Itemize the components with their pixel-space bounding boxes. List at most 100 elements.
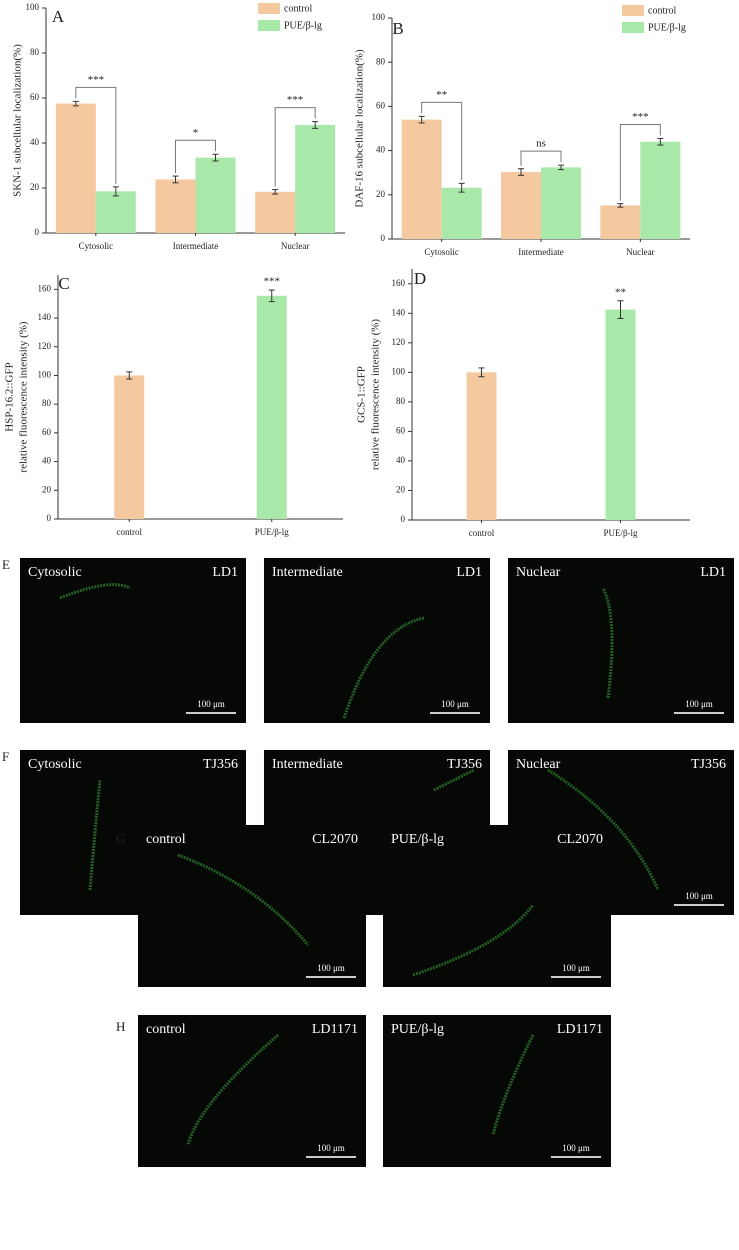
x-tick-label: Nuclear (281, 241, 309, 251)
y-tick-label: 60 (42, 427, 52, 437)
scale-bar-label: 100 μm (562, 1143, 590, 1153)
bar (605, 309, 636, 520)
scale-bar-label: 100 μm (197, 699, 225, 709)
significance-label: * (193, 127, 199, 139)
condition-label: Intermediate (272, 565, 343, 580)
y-tick-label: 160 (392, 278, 406, 288)
y-tick-label: 120 (392, 337, 406, 347)
scale-bar-label: 100 μm (562, 963, 590, 973)
worm (433, 768, 475, 792)
strain-label: CL2070 (557, 832, 603, 847)
strain-label: LD1 (456, 565, 482, 580)
y-tick-label: 80 (42, 398, 52, 408)
y-axis-label: SKN-1 subcellular localization(%) (12, 44, 24, 197)
bar (155, 179, 196, 233)
legend-swatch (258, 20, 280, 31)
y-tick-label: 100 (392, 366, 406, 376)
y-tick-label: 120 (38, 341, 52, 351)
y-tick-label: 20 (30, 182, 40, 192)
significance-label: ** (436, 89, 447, 101)
x-tick-label: control (469, 528, 495, 538)
bar (95, 191, 136, 233)
error-bar (172, 175, 179, 184)
strain-label: TJ356 (447, 757, 482, 772)
legend-swatch (622, 22, 644, 33)
micrograph: control CL2070 100 μm (138, 825, 366, 987)
y-axis-label: relative fluorescence intensity (%) (370, 319, 382, 471)
error-bar (518, 168, 524, 176)
y-tick-label: 60 (376, 100, 386, 110)
condition-label: Nuclear (516, 757, 561, 772)
panel-letter: G (116, 831, 125, 846)
y-tick-label: 0 (35, 227, 40, 237)
y-tick-label: 0 (401, 514, 406, 524)
strain-label: LD1 (700, 565, 726, 580)
y-tick-label: 40 (42, 456, 52, 466)
condition-label: PUE/β-lg (391, 1022, 444, 1037)
x-tick-label: PUE/β-lg (255, 527, 290, 537)
worm (601, 587, 614, 699)
micrograph: control LD1171 100 μm (138, 1015, 366, 1167)
bar (501, 172, 541, 239)
bar (541, 167, 581, 239)
bar (600, 205, 641, 239)
micrograph: PUE/β-lg LD1171 100 μm (383, 1015, 611, 1167)
worm (342, 616, 425, 719)
x-tick-label: Nuclear (626, 247, 654, 257)
significance-bracket (619, 123, 661, 201)
x-tick-label: Cytosolic (424, 247, 459, 257)
micrograph-background (383, 825, 611, 987)
y-tick-label: 60 (396, 425, 406, 435)
significance-bracket (274, 107, 316, 187)
x-tick-label: Intermediate (518, 247, 563, 257)
x-tick-label: Intermediate (173, 241, 218, 251)
legend-label: control (284, 3, 313, 14)
bar (255, 191, 296, 233)
micrograph: Intermediate LD1 100 μm (264, 558, 490, 723)
error-bar (268, 289, 275, 303)
x-tick-label: control (117, 527, 143, 537)
scale-bar-label: 100 μm (317, 963, 345, 973)
legend-label: PUE/β-lg (284, 20, 322, 31)
error-bar (312, 121, 319, 129)
y-tick-label: 40 (30, 137, 40, 147)
micrograph-background (264, 558, 490, 723)
bar (401, 119, 442, 239)
micrograph: Nuclear LD1 100 μm (508, 558, 734, 723)
scale-bar-label: 100 μm (441, 699, 469, 709)
y-tick-label: 20 (396, 485, 406, 495)
panel-letter: A (52, 7, 65, 26)
legend-swatch (622, 5, 644, 16)
bar (640, 141, 681, 239)
strain-label: LD1171 (312, 1022, 358, 1037)
bar (256, 295, 287, 519)
x-tick-label: Cytosolic (79, 241, 114, 251)
significance-label: *** (264, 276, 281, 288)
bar (466, 372, 497, 520)
strain-label: CL2070 (312, 832, 358, 847)
significance-label: ns (536, 138, 546, 150)
y-tick-label: 60 (30, 92, 40, 102)
error-bar (458, 182, 465, 193)
y-tick-label: 20 (376, 189, 386, 199)
bar (295, 125, 336, 233)
y-tick-label: 80 (376, 56, 386, 66)
error-bar (418, 115, 425, 124)
panel-letter: E (2, 557, 10, 572)
y-tick-label: 140 (392, 307, 406, 317)
error-bar (272, 189, 279, 195)
significance-bracket (175, 139, 216, 174)
y-tick-label: 160 (38, 283, 52, 293)
y-tick-label: 140 (38, 312, 52, 322)
error-bar (617, 203, 624, 208)
significance-label: *** (287, 94, 304, 106)
micrograph: Cytosolic LD1 100 μm (20, 558, 246, 723)
bar (55, 103, 96, 233)
condition-label: control (146, 832, 186, 847)
significance-label: *** (88, 74, 105, 86)
condition-label: PUE/β-lg (391, 832, 444, 847)
strain-label: LD1171 (557, 1022, 603, 1037)
scale-bar-label: 100 μm (685, 699, 713, 709)
y-tick-label: 80 (396, 396, 406, 406)
